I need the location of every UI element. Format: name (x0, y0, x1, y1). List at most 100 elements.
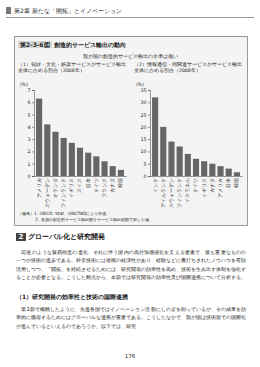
chart-title: （2）情報通信・同関連サービスがサービス輸出全体に占める割合（2008年） (134, 62, 242, 74)
x-axis: インドアイルランドスウェーデンフィンランドイスラエルドイツイギリスカナダアメリカ… (151, 176, 243, 208)
tick-mark (148, 164, 150, 165)
tick-label: アイルランド (161, 178, 166, 208)
axis-line (151, 176, 243, 177)
tick: 韓国 (117, 176, 123, 188)
chart: 01234567アメリカスウェーデンオランダフィンランドイギリススイス日本ドイツ… (18, 80, 130, 210)
tick: ドイツ (94, 176, 99, 193)
subsection-heading: （1）研究開発の効率性と技術の国際連携 (16, 293, 246, 302)
tick-label: フィンランド (177, 178, 182, 208)
bar (93, 156, 99, 176)
bar (217, 166, 223, 176)
tick-label: 2 (27, 149, 30, 154)
header-marker (6, 7, 11, 14)
tick: アイルランド (161, 176, 166, 208)
tick-mark (148, 151, 150, 152)
tick: 35 (140, 88, 150, 93)
tick: 7 (27, 88, 34, 93)
axis-line (35, 176, 127, 177)
tick-label: 4 (27, 125, 30, 130)
tick: 0 (27, 174, 34, 179)
tick-mark (32, 176, 34, 177)
tick: 1 (27, 162, 34, 167)
bar (77, 148, 83, 176)
tick: インド (153, 176, 158, 193)
bar (209, 164, 215, 176)
tick-label: 0 (143, 174, 146, 179)
tick-mark (32, 127, 34, 128)
tick: カナダ (109, 176, 115, 193)
tick: 日本 (225, 176, 231, 188)
tick-mark (32, 164, 34, 165)
axis-line (148, 91, 151, 177)
tick-label: 韓国 (233, 178, 239, 188)
tick-mark (148, 176, 150, 177)
chart: 0 5 10 15 20 25 30 35 インドアイルランドスウェーデンフィンランドイスラエル… (134, 80, 246, 210)
tick: イギリス (201, 176, 207, 198)
section-number: 2 (16, 233, 26, 241)
tick: オランダ (52, 176, 58, 198)
bar (36, 99, 42, 176)
figure-subtitle: 我が国の創造的サービス輸出の水準は低い (18, 53, 242, 59)
y-axis-title: (%) (20, 82, 28, 87)
tick-mark (32, 151, 34, 152)
tick-label: カナダ (109, 177, 115, 193)
bar (226, 169, 232, 176)
tick-mark (148, 139, 150, 140)
tick-label: 7 (27, 88, 30, 93)
tick-label: スウェーデン (45, 178, 50, 208)
bar (118, 170, 124, 176)
tick-label: 日本 (85, 178, 91, 188)
bar (44, 124, 50, 176)
header: 第2章 新たな「開拓」とイノベーション (14, 6, 254, 15)
tick-mark (148, 102, 150, 103)
section-heading: 2 グローバル化と研究開発 (16, 232, 246, 242)
tick: 15 (140, 137, 150, 142)
bar (168, 142, 174, 176)
tick-label: 15 (140, 137, 146, 142)
figure-title: 第2-3-6図 創造的サービス輸出の動向 (18, 40, 242, 49)
paragraph: 前述のような貿易構造の進化、それに伴う国内の高付加価値化を支える要素で、最も重要… (16, 248, 246, 282)
tick-label: アメリカ (218, 178, 223, 198)
tick-label: アメリカ (37, 178, 42, 198)
tick-label: スイス (77, 178, 82, 193)
tick: 3 (27, 137, 34, 142)
tick-mark (32, 115, 34, 116)
tick-label: 日本 (225, 178, 231, 188)
tick-label: インド (153, 178, 158, 193)
tick-mark (32, 102, 34, 103)
tick-label: 20 (140, 125, 146, 130)
chart-title: （1）知財・文化・娯楽サービスがサービス輸出全体に占める割合（2008年） (18, 62, 126, 74)
bar (177, 147, 183, 176)
axis-line (32, 91, 35, 177)
tick-mark (148, 127, 150, 128)
tick: スイス (77, 176, 82, 193)
bar (101, 161, 107, 176)
tick-mark (32, 139, 34, 140)
tick-label: ドイツ (94, 178, 99, 193)
bar (69, 143, 75, 176)
tick: 5 (143, 162, 150, 167)
tick-label: 35 (140, 88, 146, 93)
bar (160, 127, 166, 176)
tick: 25 (140, 113, 150, 118)
tick-mark (148, 115, 150, 116)
tick-label: フランス (102, 178, 107, 198)
tick-label: イスラエル (185, 178, 190, 203)
bar (61, 138, 67, 176)
tick: イスラエル (185, 176, 190, 203)
tick: ドイツ (193, 176, 198, 193)
tick-label: 25 (140, 113, 146, 118)
figure-number: 第2-3-6図 (18, 41, 52, 48)
chapter: 第2章 (14, 7, 30, 14)
tick-label: ドイツ (193, 178, 198, 193)
tick: 0 (143, 174, 150, 179)
tick: 6 (27, 100, 34, 105)
y-axis: 0 5 10 15 20 25 30 35 (140, 88, 150, 179)
tick-label: 韓国 (117, 178, 123, 188)
y-axis-title: (%) (136, 82, 144, 87)
tick-label: スウェーデン (169, 178, 174, 208)
tick: 5 (27, 113, 34, 118)
tick-label: 30 (140, 100, 146, 105)
paragraph: 第1節で概観したように、先進各国ではイノベーション活動にしのぎを削っているが、そ… (16, 305, 246, 330)
tick-label: 10 (140, 149, 146, 154)
